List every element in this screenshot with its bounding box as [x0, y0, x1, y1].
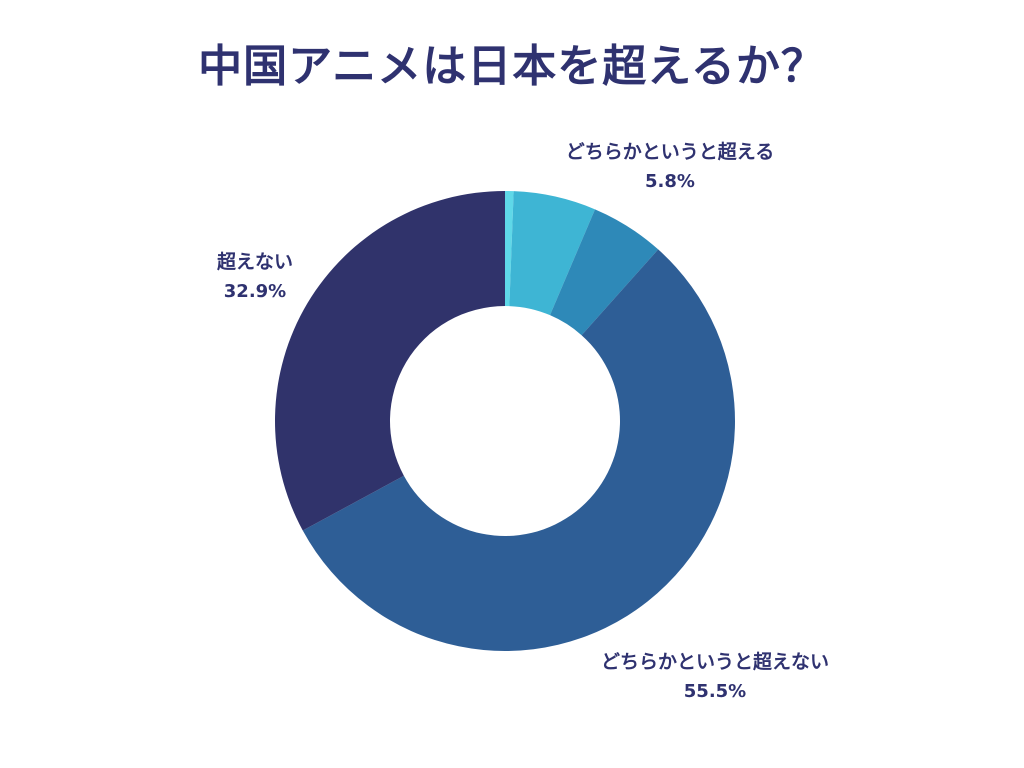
donut-slice-2: [550, 209, 659, 336]
label-somewhat-not-exceed-value: 55.5%: [683, 681, 747, 702]
label-not-exceed: 超えない 32.9%: [190, 247, 320, 307]
chart-title: 中国アニメは日本を超えるか？: [198, 41, 826, 92]
label-not-exceed-value: 32.9%: [223, 281, 287, 302]
label-somewhat-exceed-name: どちらかというと超える: [565, 141, 775, 163]
donut-slice-1: [509, 191, 596, 316]
label-somewhat-not-exceed-name: どちらかというと超えない: [600, 651, 829, 673]
donut-slice-0: [505, 191, 514, 307]
label-somewhat-exceed: どちらかというと超える 5.8%: [530, 137, 810, 197]
label-not-exceed-name: 超えない: [216, 251, 293, 273]
label-somewhat-exceed-value: 5.8%: [645, 171, 695, 192]
label-somewhat-not-exceed: どちらかというと超えない 55.5%: [565, 647, 865, 707]
donut-slice-4: [275, 191, 505, 531]
donut-slice-3: [302, 249, 736, 652]
